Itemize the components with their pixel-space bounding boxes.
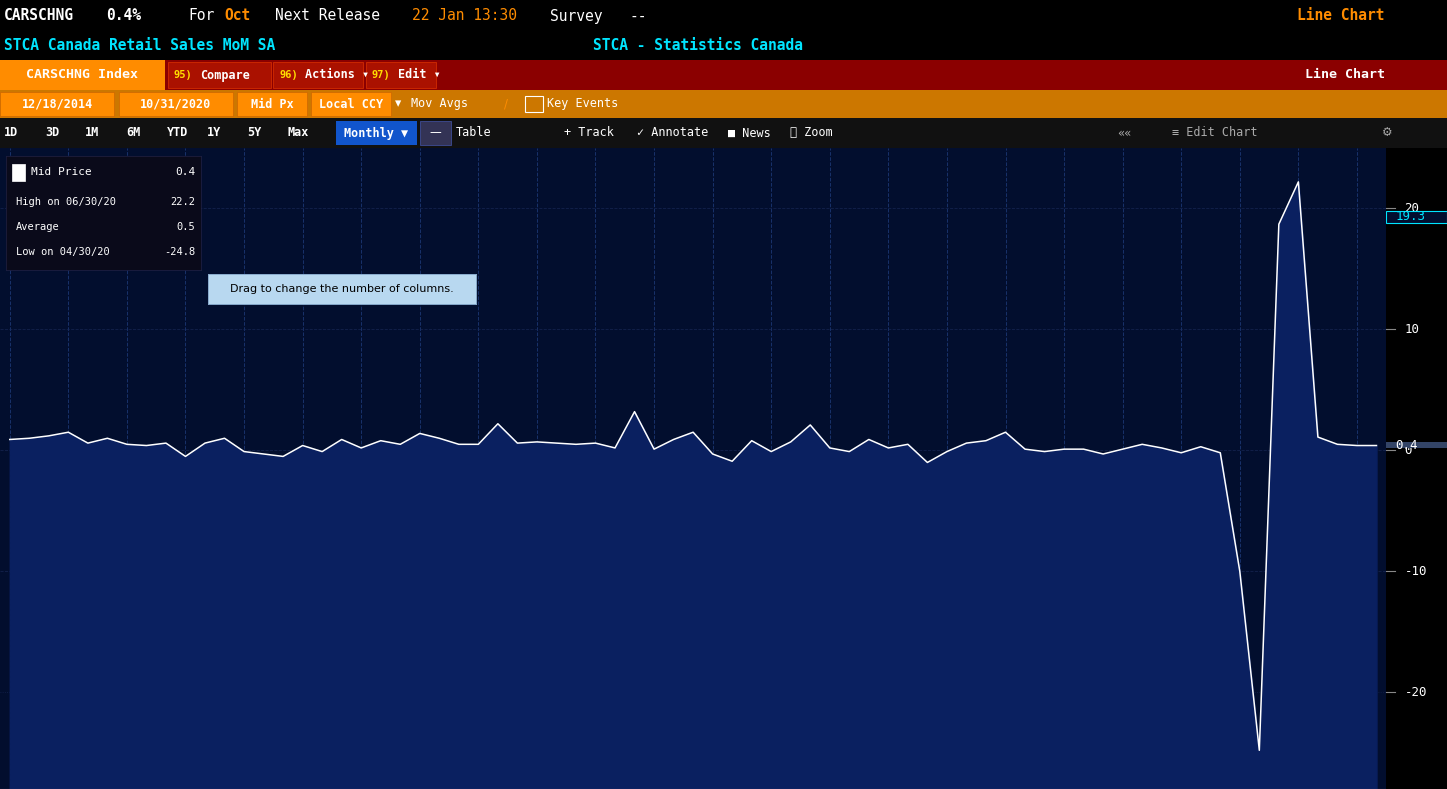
Text: 0.4: 0.4 (1395, 439, 1418, 452)
Text: 95): 95) (174, 70, 192, 80)
Bar (12, 164, 26, 181)
Text: Key Events: Key Events (547, 98, 618, 110)
Bar (0, 92, 114, 116)
Text: + Track: + Track (564, 126, 614, 140)
Text: ««: «« (1117, 126, 1132, 140)
Text: -10: -10 (1405, 565, 1427, 578)
Text: -20: -20 (1405, 686, 1427, 699)
Text: 22 Jan 13:30: 22 Jan 13:30 (412, 9, 518, 24)
Text: /: / (504, 98, 508, 110)
Text: Edit ▾: Edit ▾ (398, 69, 441, 81)
Text: 10: 10 (1405, 323, 1420, 336)
Text: Mov Avgs: Mov Avgs (411, 98, 467, 110)
Text: Oct: Oct (224, 9, 250, 24)
Text: 6M: 6M (126, 126, 140, 140)
Bar (237, 92, 307, 116)
Text: 0.4: 0.4 (175, 167, 195, 178)
Text: Max: Max (288, 126, 310, 140)
Text: 5Y: 5Y (247, 126, 262, 140)
Text: Average: Average (16, 222, 59, 232)
Bar (336, 121, 417, 145)
Text: YTD: YTD (166, 126, 188, 140)
Text: ▾: ▾ (395, 98, 401, 110)
Text: CARSCHNG Index: CARSCHNG Index (26, 69, 139, 81)
Text: Monthly ▼: Monthly ▼ (344, 126, 408, 140)
Bar (366, 62, 436, 88)
Text: Actions ▾: Actions ▾ (305, 69, 369, 81)
Text: Compare: Compare (200, 69, 249, 81)
Text: 0: 0 (1405, 444, 1412, 457)
Text: High on 06/30/20: High on 06/30/20 (16, 196, 116, 207)
Text: 20: 20 (1405, 202, 1420, 215)
Text: ≡ Edit Chart: ≡ Edit Chart (1172, 126, 1257, 140)
Text: Low on 04/30/20: Low on 04/30/20 (16, 247, 110, 257)
Bar (1386, 211, 1447, 223)
Text: 🔍 Zoom: 🔍 Zoom (790, 126, 833, 140)
Bar (311, 92, 391, 116)
Text: Line Chart: Line Chart (1305, 69, 1385, 81)
Text: Survey: Survey (550, 9, 602, 24)
Text: 1Y: 1Y (207, 126, 221, 140)
Text: —: — (430, 126, 441, 140)
Text: ■ News: ■ News (728, 126, 771, 140)
Bar (168, 62, 271, 88)
Text: 10/31/2020: 10/31/2020 (140, 98, 211, 110)
Bar (273, 62, 363, 88)
Text: ⚙: ⚙ (1382, 126, 1392, 140)
Text: 0.5: 0.5 (177, 222, 195, 232)
Bar (0, 60, 165, 90)
Text: -24.8: -24.8 (164, 247, 195, 257)
Text: STCA Canada Retail Sales MoM SA: STCA Canada Retail Sales MoM SA (4, 39, 275, 54)
Bar (420, 121, 451, 145)
Text: 22.2: 22.2 (171, 196, 195, 207)
Text: CARSCHNG: CARSCHNG (4, 9, 74, 24)
Text: 1D: 1D (4, 126, 19, 140)
Text: 0.4%: 0.4% (106, 9, 140, 24)
Text: Table: Table (456, 126, 492, 140)
Text: Next Release: Next Release (275, 9, 381, 24)
Text: Drag to change the number of columns.: Drag to change the number of columns. (230, 284, 454, 294)
Text: 3D: 3D (45, 126, 59, 140)
Text: Line Chart: Line Chart (1298, 9, 1385, 24)
Text: Local CCY: Local CCY (318, 98, 383, 110)
Text: ✓ Annotate: ✓ Annotate (637, 126, 708, 140)
Bar (1386, 442, 1447, 448)
Text: For: For (188, 9, 214, 24)
Text: 97): 97) (372, 70, 391, 80)
Text: Mid Price: Mid Price (32, 167, 93, 178)
Text: 1M: 1M (85, 126, 100, 140)
Bar (119, 92, 233, 116)
Text: 19.3: 19.3 (1395, 211, 1425, 223)
Bar (525, 95, 543, 112)
Text: 96): 96) (279, 70, 298, 80)
Text: STCA - Statistics Canada: STCA - Statistics Canada (593, 39, 803, 54)
Text: 12/18/2014: 12/18/2014 (22, 98, 93, 110)
Text: --: -- (629, 9, 647, 24)
Text: Mid Px: Mid Px (250, 98, 294, 110)
